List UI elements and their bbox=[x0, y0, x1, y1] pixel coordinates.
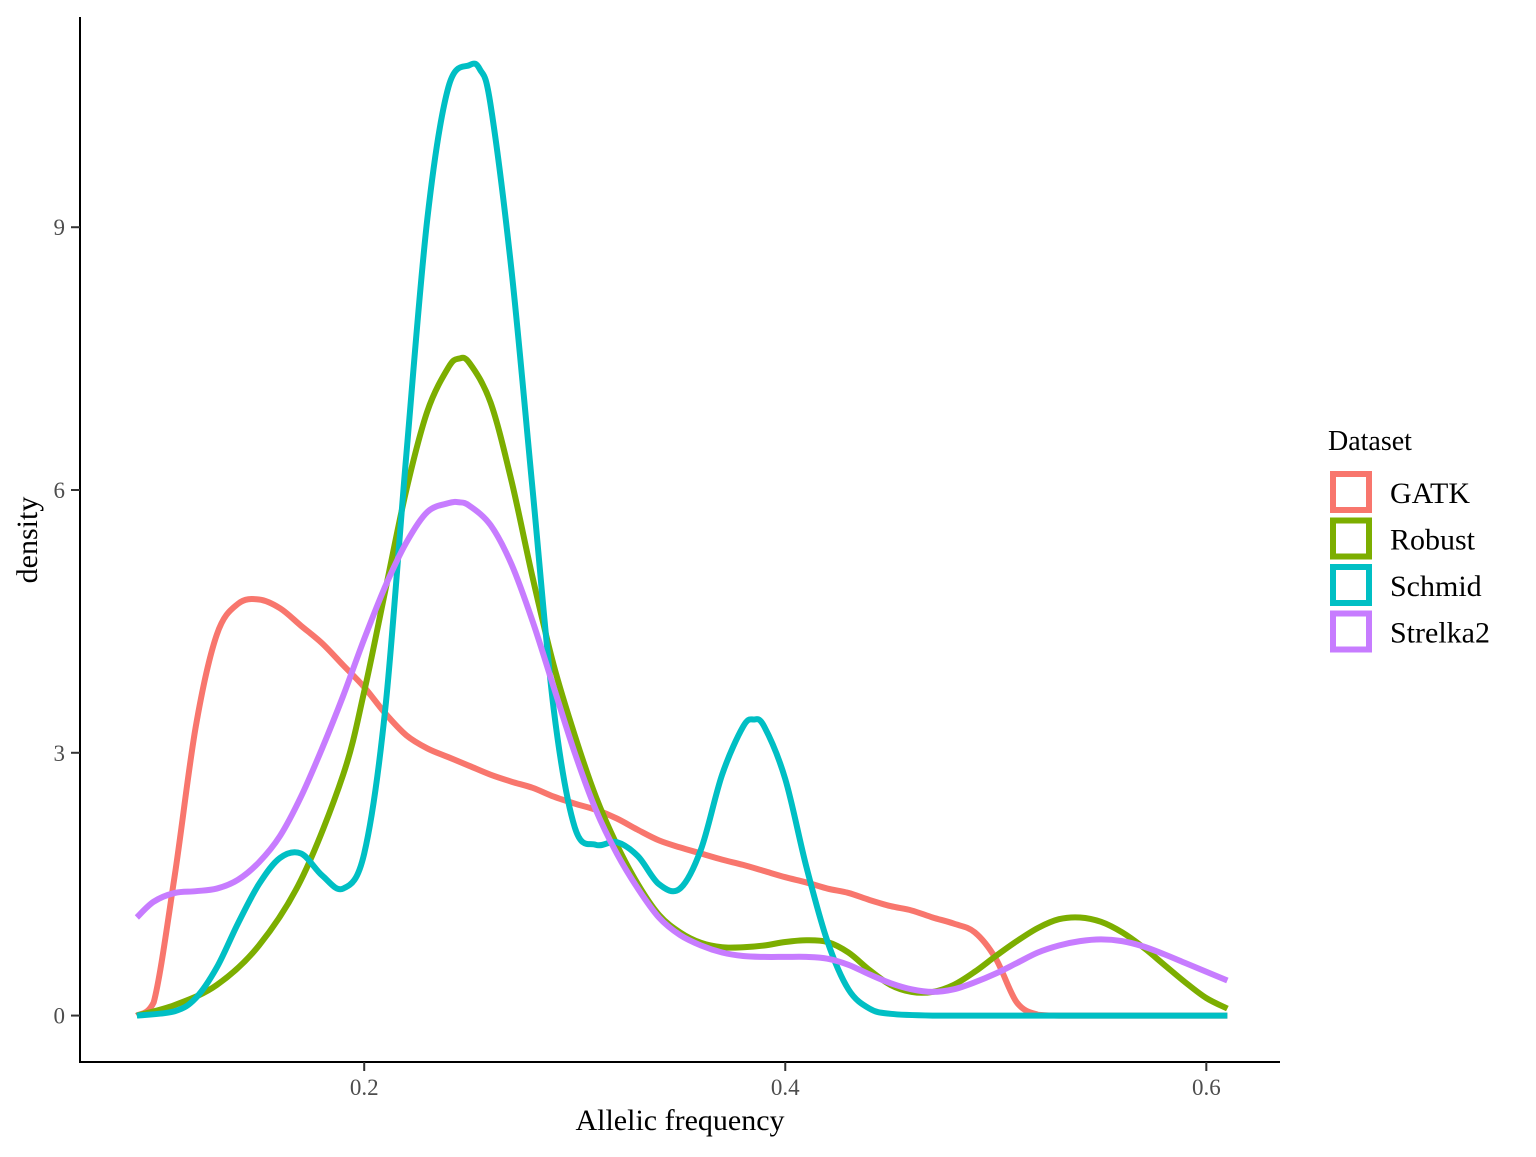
legend-item-gatk: GATK bbox=[1330, 471, 1470, 513]
x-axis-ticks: 0.2 0.4 0.6 bbox=[350, 1062, 1221, 1100]
x-tick-label: 0.6 bbox=[1192, 1075, 1221, 1100]
legend-item-robust: Robust bbox=[1330, 517, 1476, 560]
x-tick-label: 0.4 bbox=[771, 1075, 800, 1100]
y-tick-label: 3 bbox=[54, 741, 66, 766]
legend-label-robust: Robust bbox=[1390, 524, 1476, 557]
x-tick-label: 0.2 bbox=[350, 1075, 379, 1100]
series-layer bbox=[134, 60, 1229, 1019]
legend-label-schmid: Schmid bbox=[1390, 570, 1482, 603]
legend-label-strelka2: Strelka2 bbox=[1390, 617, 1490, 650]
y-axis-title: density bbox=[11, 497, 44, 584]
legend-title: Dataset bbox=[1328, 426, 1412, 457]
legend-key-schmid bbox=[1330, 564, 1372, 606]
legend-items: GATK Robust Schmid Strelka2 bbox=[1330, 471, 1490, 653]
y-tick-label: 0 bbox=[54, 1004, 66, 1029]
y-tick-label: 6 bbox=[54, 478, 66, 503]
legend-key-strelka2 bbox=[1330, 610, 1372, 653]
y-axis-ticks: 0 3 6 9 bbox=[54, 215, 80, 1029]
legend-label-gatk: GATK bbox=[1390, 477, 1470, 510]
legend-item-strelka2: Strelka2 bbox=[1330, 610, 1490, 653]
x-axis-title: Allelic frequency bbox=[575, 1104, 784, 1137]
series-line-schmid bbox=[136, 60, 1228, 1019]
legend-item-schmid: Schmid bbox=[1330, 564, 1482, 606]
series-line-gatk bbox=[135, 596, 1228, 1019]
y-tick-label: 9 bbox=[54, 215, 66, 240]
legend-key-robust bbox=[1330, 517, 1372, 560]
series-line-strelka2 bbox=[134, 498, 1229, 995]
legend: Dataset GATK Robust Schmid Strelka2 bbox=[1328, 426, 1490, 653]
legend-key-gatk bbox=[1330, 471, 1372, 513]
